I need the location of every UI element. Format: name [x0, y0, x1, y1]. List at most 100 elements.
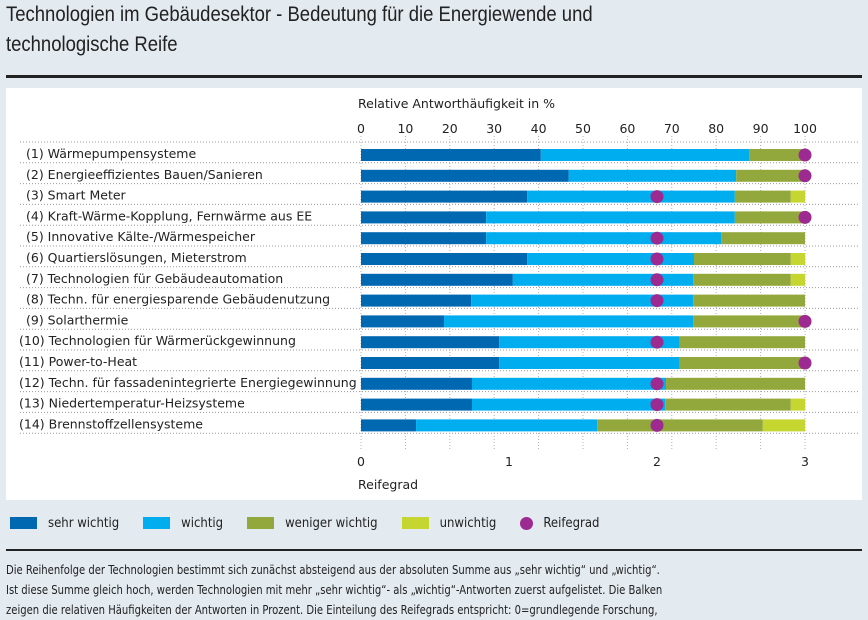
bottom-tick-label: 2 [653, 454, 661, 469]
reifegrad-marker [798, 148, 812, 162]
reifegrad-marker [798, 356, 812, 370]
bar-segment-sehr-wichtig [361, 253, 528, 265]
bar-segment-wichtig [527, 253, 694, 265]
top-tick-label: 30 [486, 121, 502, 136]
legend-label: wichtig [181, 515, 224, 531]
footnote-line: zeigen die relativen Häufigkeiten der An… [6, 602, 658, 617]
bottom-tick-label: 1 [505, 454, 513, 469]
category-label: (7) Technologien für Gebäudeautomation [26, 271, 283, 286]
bar-segment-sehr-wichtig [361, 169, 569, 182]
bar-segment-wichtig [471, 294, 694, 307]
reifegrad-marker [650, 294, 664, 308]
bars [361, 149, 805, 432]
bar-segment-unwichtig [762, 419, 805, 432]
bar-segment-weniger-wichtig [734, 211, 805, 224]
bar-segment-wichtig [540, 149, 750, 161]
reifegrad-markers [650, 148, 812, 432]
bar-segment-weniger-wichtig [693, 315, 805, 328]
chart: Relative Antworthäufigkeit in % 0 10 20 30 4… [19, 96, 858, 492]
bar-segment-weniger-wichtig [679, 336, 805, 349]
grid-lines [20, 136, 858, 449]
footnote-line: Ist diese Summe gleich hoch, werden Tech… [6, 582, 663, 597]
footnote-divider [6, 549, 862, 551]
bar-segment-sehr-wichtig [361, 398, 472, 411]
bottom-axis-ticks: 0 1 2 3 [357, 454, 809, 469]
reifegrad-marker [650, 418, 664, 432]
bar-segment-unwichtig [790, 273, 805, 286]
bar-segment-unwichtig [790, 190, 805, 203]
top-tick-label: 90 [753, 121, 769, 136]
category-label: (12) Techn. für fassadenintegrierte Ener… [19, 375, 357, 390]
bar-segment-sehr-wichtig [361, 190, 528, 203]
category-labels: (1) Wärmepumpensysteme (2) Energieeffizie… [19, 146, 357, 431]
top-tick-label: 0 [357, 121, 365, 136]
bar-segment-weniger-wichtig [666, 377, 805, 390]
top-tick-label: 80 [708, 121, 724, 136]
reifegrad-marker [798, 210, 812, 224]
chart-title: Technologien im Gebäudesektor - Bedeutun… [6, 0, 728, 60]
bottom-axis-label: Reifegrad [358, 477, 418, 492]
bar-segment-sehr-wichtig [361, 357, 500, 369]
category-label: (13) Niedertemperatur-Heizsysteme [19, 396, 245, 411]
bar-segment-weniger-wichtig [749, 149, 805, 161]
bar-segment-sehr-wichtig [361, 211, 487, 224]
bar-segment-sehr-wichtig [361, 377, 472, 390]
category-label: (4) Kraft-Wärme-Kopplung, Fernwärme aus … [26, 208, 312, 223]
legend-label: weniger wichtig [285, 515, 378, 531]
category-label: (2) Energieeffizientes Bauen/Sanieren [26, 167, 263, 182]
top-tick-label: 10 [397, 121, 413, 136]
legend-item: weniger wichtig [247, 516, 378, 531]
category-label: (1) Wärmepumpensysteme [26, 146, 196, 161]
legend-item: sehr wichtig [10, 516, 119, 531]
bottom-tick-label: 3 [801, 454, 809, 469]
top-tick-label: 60 [619, 121, 635, 136]
title-line-2: technologische Reife [6, 33, 178, 56]
legend-label: sehr wichtig [48, 515, 120, 531]
bar-segment-unwichtig [790, 253, 805, 265]
bar-segment-sehr-wichtig [361, 273, 513, 286]
reifegrad-marker [650, 377, 664, 391]
bar-segment-sehr-wichtig [361, 336, 500, 349]
bar-segment-sehr-wichtig [361, 315, 445, 328]
category-label: (11) Power-to-Heat [19, 354, 137, 369]
top-axis-ticks: 0 10 20 30 40 50 60 70 80 90 100 [357, 121, 817, 136]
top-axis-label: Relative Antworthäufigkeit in % [358, 96, 555, 111]
category-label: (8) Techn. für energiesparende Gebäudenu… [26, 292, 330, 307]
bottom-tick-label: 0 [357, 454, 365, 469]
legend-dot-icon [520, 516, 534, 530]
reifegrad-marker [798, 169, 812, 183]
bar-segment-wichtig [486, 211, 735, 224]
bar-segment-weniger-wichtig [736, 169, 805, 182]
bar-segment-wichtig [527, 190, 735, 203]
reifegrad-marker [650, 335, 664, 349]
category-label: (5) Innovative Kälte-/Wärmespeicher [26, 229, 256, 244]
reifegrad-marker [650, 190, 664, 204]
bar-segment-weniger-wichtig [679, 357, 805, 369]
bar-segment-wichtig [416, 419, 598, 432]
legend-item: Reifegrad [520, 516, 599, 531]
category-label: (10) Technologien für Wärmerückgewinnung [19, 333, 296, 348]
bar-segment-weniger-wichtig [597, 419, 763, 432]
bar-segment-weniger-wichtig [734, 190, 791, 203]
top-tick-label: 50 [575, 121, 591, 136]
category-label: (9) Solarthermie [26, 312, 129, 327]
legend-item: unwichtig [401, 515, 497, 531]
reifegrad-marker [650, 252, 664, 266]
top-tick-label: 40 [531, 121, 547, 136]
bar-segment-sehr-wichtig [361, 232, 487, 245]
bar-segment-wichtig [568, 169, 737, 182]
legend-swatch [401, 517, 429, 529]
bar-segment-sehr-wichtig [361, 149, 541, 161]
bar-segment-wichtig [512, 273, 694, 286]
reifegrad-marker [798, 314, 812, 328]
footnote-line: Die Reihenfolge der Technologien bestimm… [6, 562, 660, 577]
legend-swatch [10, 517, 37, 529]
title-line-1: Technologien im Gebäudesektor - Bedeutun… [6, 3, 593, 26]
bar-segment-weniger-wichtig [721, 232, 805, 245]
footnote: Die Reihenfolge der Technologien bestimm… [6, 560, 776, 620]
bar-segment-weniger-wichtig [694, 253, 791, 265]
legend-label: unwichtig [439, 515, 497, 531]
legend-item: wichtig [143, 516, 223, 531]
bar-segment-weniger-wichtig [665, 398, 791, 411]
bar-segment-weniger-wichtig [693, 273, 791, 286]
